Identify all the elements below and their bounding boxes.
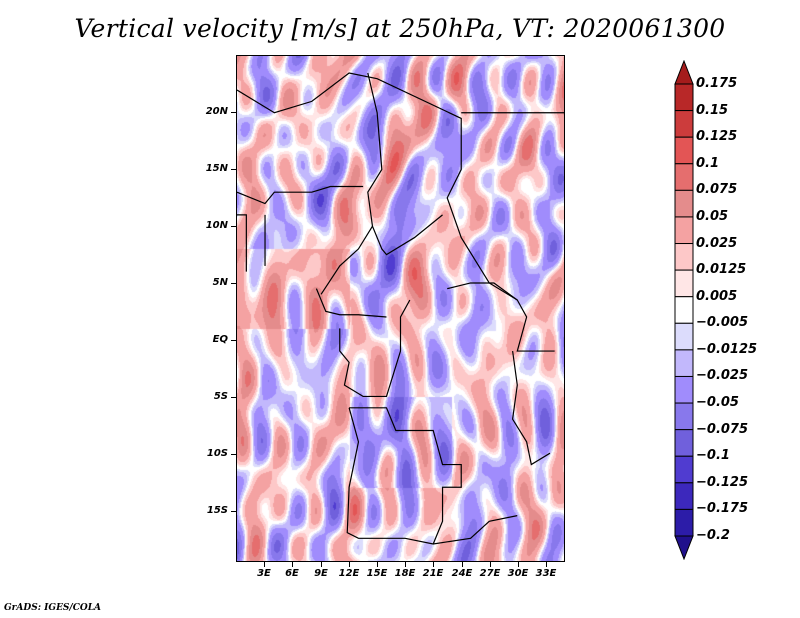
colorbar-label: 0.005 xyxy=(696,289,738,304)
colorbar-label: 0.125 xyxy=(696,129,738,144)
country-border-line xyxy=(237,214,247,272)
country-border-line xyxy=(320,225,373,295)
map-plot-area xyxy=(236,55,565,562)
y-tick xyxy=(231,511,236,512)
y-tick xyxy=(231,397,236,398)
country-border-line xyxy=(237,185,364,205)
x-tick-label: 6E xyxy=(285,568,299,579)
colorbar-extend-min xyxy=(674,535,694,560)
colorbar-label: 0.15 xyxy=(696,103,729,118)
x-tick-label: 15E xyxy=(366,568,388,579)
colorbar-label: 0.025 xyxy=(696,236,738,251)
colorbar-label: 0.05 xyxy=(696,209,729,224)
country-border-line xyxy=(367,72,443,256)
x-tick xyxy=(462,562,463,567)
x-tick-label: 12E xyxy=(338,568,360,579)
colorbar-label: 0.0125 xyxy=(696,262,747,277)
colorbar-label: −0.025 xyxy=(696,368,749,383)
country-border-line xyxy=(339,299,411,398)
x-tick-label: 33E xyxy=(535,568,557,579)
y-tick-label: 15S xyxy=(206,505,228,516)
colorbar-segment xyxy=(674,269,694,298)
colorbar-segment xyxy=(674,349,694,377)
colorbar-segment xyxy=(674,216,694,245)
y-tick-label: 10N xyxy=(205,220,228,231)
colorbar-label: −0.175 xyxy=(696,501,749,516)
colorbar-label: 0.175 xyxy=(696,76,738,91)
vertical-velocity-field xyxy=(237,56,564,561)
country-border-line xyxy=(237,72,518,301)
x-tick xyxy=(264,562,265,567)
x-tick xyxy=(433,562,434,567)
colorbar-label: 0.1 xyxy=(696,156,720,171)
country-border-line xyxy=(349,407,462,545)
y-tick xyxy=(231,112,236,113)
country-border-line xyxy=(511,350,551,466)
country-border-line xyxy=(346,407,518,545)
colorbar-label: −0.05 xyxy=(696,395,739,410)
y-tick-label: 20N xyxy=(205,106,228,117)
y-tick xyxy=(231,283,236,284)
colorbar-segment xyxy=(674,508,694,537)
y-tick xyxy=(231,340,236,341)
x-tick xyxy=(321,562,322,567)
colorbar-label: −0.005 xyxy=(696,315,749,330)
x-tick xyxy=(292,562,293,567)
colorbar-segment xyxy=(674,455,694,484)
x-tick-label: 9E xyxy=(314,568,328,579)
colorbar-label: −0.075 xyxy=(696,422,749,437)
x-tick xyxy=(546,562,547,567)
x-tick-label: 3E xyxy=(257,568,271,579)
y-tick xyxy=(231,454,236,455)
colorbar-segment xyxy=(674,429,694,457)
x-tick-label: 24E xyxy=(451,568,473,579)
colorbar-segment xyxy=(674,110,694,138)
y-tick-label: 5N xyxy=(212,277,228,288)
x-tick-label: 27E xyxy=(479,568,501,579)
colorbar-segment xyxy=(674,322,694,351)
colorbar-segment xyxy=(674,402,694,431)
colorbar-segment xyxy=(674,189,694,218)
colorbar-segment xyxy=(674,296,694,324)
x-tick xyxy=(349,562,350,567)
colorbar-segment xyxy=(674,163,694,191)
footer-credit: GrADS: IGES/COLA xyxy=(4,603,102,613)
x-tick-label: 18E xyxy=(394,568,416,579)
colorbar-label: −0.2 xyxy=(696,528,730,543)
y-tick-label: 15N xyxy=(205,163,228,174)
colorbar-label: −0.1 xyxy=(696,448,730,463)
colorbar-segment xyxy=(674,83,694,112)
colorbar-label: −0.0125 xyxy=(696,342,758,357)
x-tick xyxy=(490,562,491,567)
country-border-line xyxy=(447,282,555,352)
colorbar-segment xyxy=(674,136,694,165)
x-tick-label: 30E xyxy=(507,568,529,579)
y-tick-label: 5S xyxy=(213,391,228,402)
x-tick xyxy=(518,562,519,567)
colorbar-extend-max xyxy=(674,60,694,85)
colorbar xyxy=(674,60,694,560)
y-tick xyxy=(231,226,236,227)
colorbar-label: 0.075 xyxy=(696,182,738,197)
x-tick-label: 21E xyxy=(422,568,444,579)
country-border-line xyxy=(315,288,387,318)
colorbar-segment xyxy=(674,243,694,271)
colorbar-segment xyxy=(674,375,694,404)
x-tick xyxy=(377,562,378,567)
y-tick-label: 10S xyxy=(206,448,228,459)
chart-title: Vertical velocity [m/s] at 250hPa, VT: 2… xyxy=(74,14,726,43)
y-tick xyxy=(231,169,236,170)
y-tick-label: EQ xyxy=(212,334,228,345)
country-borders xyxy=(237,72,564,545)
colorbar-segment xyxy=(674,482,694,510)
x-tick xyxy=(405,562,406,567)
colorbar-label: −0.125 xyxy=(696,475,749,490)
